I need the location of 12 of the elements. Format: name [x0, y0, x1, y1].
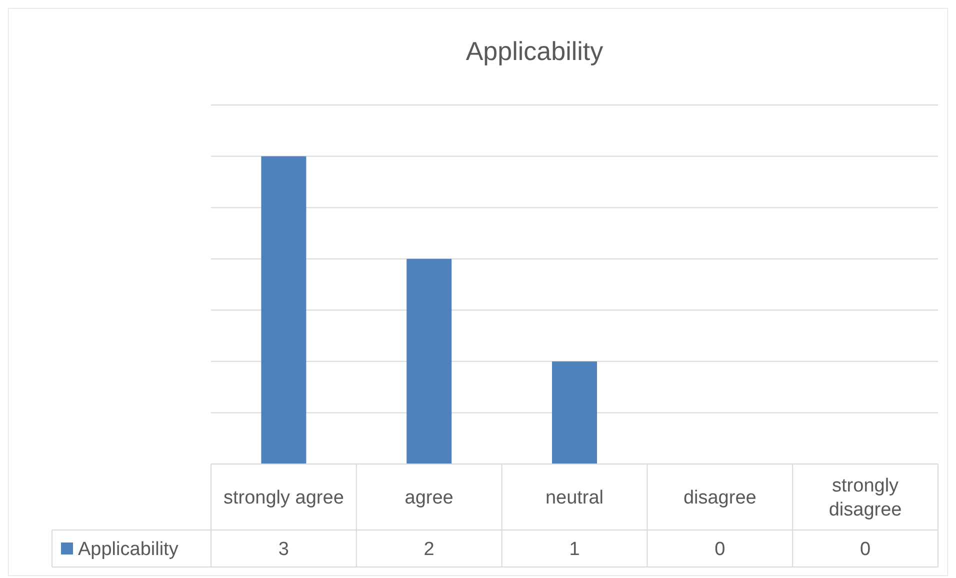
legend-label: Applicability — [78, 539, 179, 560]
chart-title: Applicability — [466, 36, 604, 66]
data-label: 2 — [424, 539, 434, 560]
x-tick-label: strongly agree — [223, 488, 344, 509]
data-label: 1 — [569, 539, 580, 560]
data-label: 3 — [278, 539, 289, 560]
data-label: 0 — [860, 539, 871, 560]
data-label: 0 — [714, 539, 726, 560]
x-tick-label: agree — [404, 488, 454, 509]
x-tick-label: neutral — [545, 488, 604, 509]
x-tick-label: disagree — [683, 488, 756, 509]
x-tick-label: strongly disagree — [828, 476, 902, 521]
